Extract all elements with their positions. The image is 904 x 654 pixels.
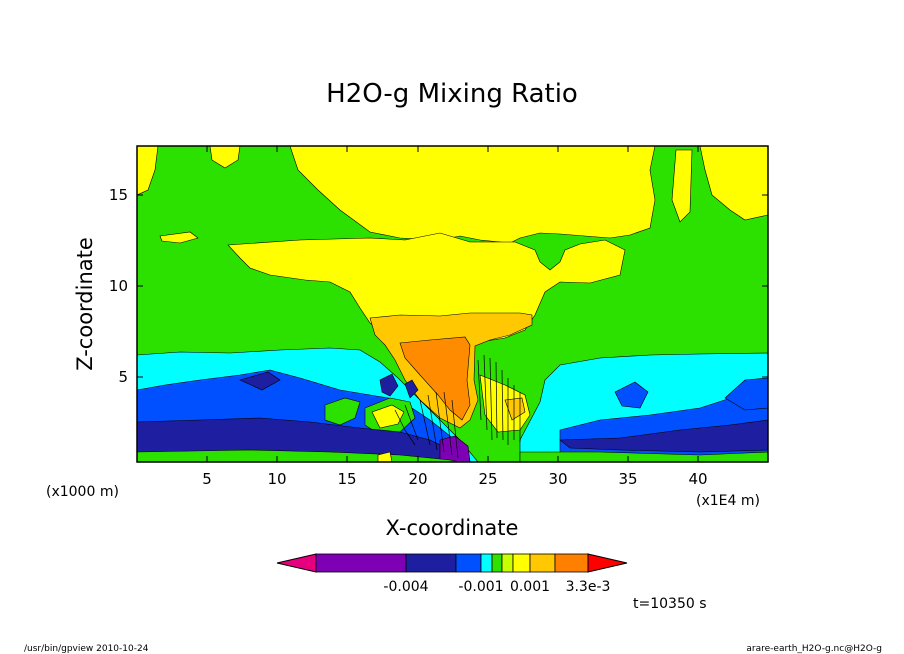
field-navy-blob-2 bbox=[404, 379, 419, 399]
colorbar-swatch bbox=[491, 553, 503, 573]
colorbar-swatch bbox=[315, 553, 407, 573]
colorbar-labels: -0.004 -0.001 0.001 3.3e-3 bbox=[383, 579, 610, 595]
x-tick-label: 20 bbox=[408, 470, 427, 488]
convective-contour-lines bbox=[394, 354, 521, 459]
colorbar-under-triangle bbox=[276, 553, 317, 573]
x-unit-left: (x1000 m) bbox=[46, 484, 119, 500]
time-label: t=10350 s bbox=[633, 596, 707, 612]
colorbar-label: 0.001 bbox=[510, 579, 550, 595]
field-blue-blob bbox=[614, 381, 649, 409]
field-yellow-top bbox=[289, 146, 656, 244]
x-tick-label: 25 bbox=[478, 470, 497, 488]
y-tick-labels: 5 10 15 bbox=[109, 186, 128, 386]
field-yellow-top-mid bbox=[209, 146, 241, 169]
field-blue-edge bbox=[724, 377, 768, 411]
field-yellow-strip bbox=[671, 149, 693, 223]
colorbar-swatch bbox=[405, 553, 457, 573]
x-tick-label: 40 bbox=[688, 470, 707, 488]
colorbar bbox=[276, 553, 628, 573]
x-tick-label: 15 bbox=[337, 470, 356, 488]
field-green-surface-right bbox=[519, 451, 768, 462]
field-navy-blob-3 bbox=[239, 371, 281, 391]
field-purple bbox=[439, 435, 471, 462]
y-tick-label: 10 bbox=[109, 277, 128, 295]
field-green-lowpatch-1 bbox=[324, 397, 361, 426]
colorbar-label: -0.001 bbox=[458, 579, 503, 595]
field-yellow-lowpatch bbox=[371, 404, 405, 429]
field-navy-right bbox=[559, 419, 768, 453]
tick-marks bbox=[137, 146, 768, 462]
colorbar-swatch bbox=[512, 553, 531, 573]
colorbar-swatch bbox=[480, 553, 493, 573]
colorbar-label: 3.3e-3 bbox=[566, 579, 611, 595]
x-axis-title: X-coordinate bbox=[386, 516, 519, 540]
x-tick-labels: 5 10 15 20 25 30 35 40 bbox=[202, 470, 707, 488]
field-yellow-surface bbox=[377, 451, 393, 462]
y-tick-label: 15 bbox=[109, 186, 128, 204]
colorbar-over-triangle bbox=[587, 553, 628, 573]
x-tick-label: 10 bbox=[267, 470, 286, 488]
field-orange-core bbox=[399, 336, 471, 421]
x-unit-right: (x1E4 m) bbox=[696, 493, 760, 509]
footer-left: /usr/bin/gpview 2010-10-24 bbox=[24, 644, 149, 654]
chart-title: H2O-g Mixing Ratio bbox=[326, 79, 578, 109]
plot-frame bbox=[136, 145, 769, 463]
colorbar-swatch bbox=[529, 553, 556, 573]
y-tick-label: 5 bbox=[118, 368, 128, 386]
x-tick-label: 30 bbox=[548, 470, 567, 488]
colorbar-label: -0.004 bbox=[383, 579, 428, 595]
colorbar-swatch bbox=[554, 553, 589, 573]
x-tick-label: 5 bbox=[202, 470, 212, 488]
field-yellow-blob bbox=[159, 231, 199, 244]
field-yellow-top-right bbox=[699, 146, 768, 221]
footer-right: arare-earth_H2O-g.nc@H2O-g bbox=[746, 644, 882, 654]
field-yellow-top-left bbox=[137, 146, 159, 196]
y-axis-title: Z-coordinate bbox=[73, 237, 97, 371]
colorbar-swatch bbox=[455, 553, 482, 573]
field-navy-blob-1 bbox=[379, 373, 399, 397]
x-tick-label: 35 bbox=[618, 470, 637, 488]
colorbar-swatch bbox=[501, 553, 514, 573]
plot-area bbox=[136, 145, 769, 463]
